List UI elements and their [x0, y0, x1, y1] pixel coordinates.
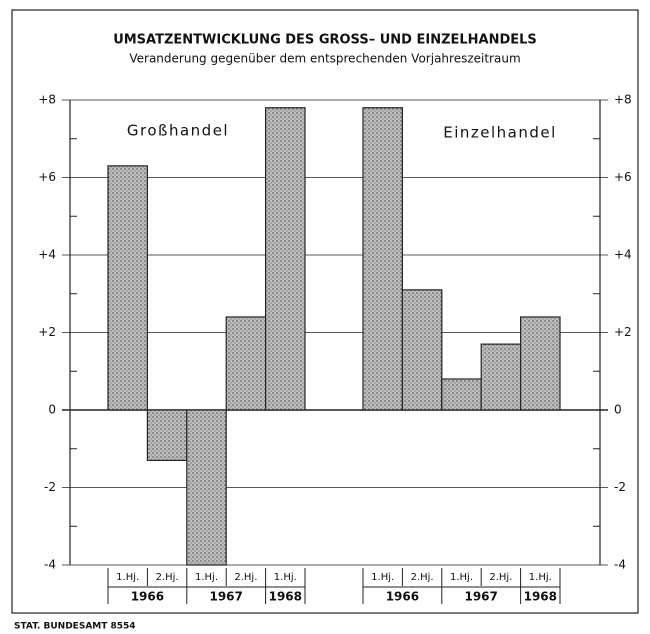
bar-texture [147, 410, 187, 461]
y-tick-label-right: -4 [614, 558, 626, 572]
y-tick-label-right: 0 [614, 403, 622, 417]
bar-texture [402, 289, 442, 410]
x-tick-label: 1.Hj. [529, 572, 552, 583]
x-tick-label: 1.Hj. [116, 572, 139, 583]
bar-texture [363, 107, 403, 410]
x-tick-label: 2.Hj. [156, 572, 179, 583]
y-tick-label: -2 [44, 480, 56, 494]
bar-texture [226, 317, 266, 410]
bar-texture [108, 165, 148, 410]
x-tick-label: 2.Hj. [489, 572, 512, 583]
y-tick-label: 0 [48, 403, 56, 417]
x-tick-label: 1.Hj. [371, 572, 394, 583]
chart-title: UMSATZENTWICKLUNG DES GROSS– UND EINZELH… [113, 33, 537, 48]
bar-texture [481, 344, 521, 410]
y-tick-label-right: -2 [614, 480, 626, 494]
x-tick-label: 2.Hj. [411, 572, 434, 583]
year-label: 1966 [131, 590, 164, 604]
group-label: Großhandel [127, 122, 229, 140]
x-tick-label: 1.Hj. [450, 572, 473, 583]
y-tick-label-right: +2 [614, 325, 632, 339]
x-tick-label: 1.Hj. [195, 572, 218, 583]
bar-texture [265, 107, 305, 410]
year-label: 1967 [209, 590, 242, 604]
year-label: 1967 [464, 590, 497, 604]
year-label: 1968 [524, 590, 557, 604]
x-tick-label: 2.Hj. [234, 572, 257, 583]
frame [11, 9, 639, 614]
year-label: 1968 [269, 590, 302, 604]
y-tick-label: +8 [38, 93, 56, 107]
y-tick-label: +6 [38, 170, 56, 184]
x-tick-label: 1.Hj. [274, 572, 297, 583]
chart-subtitle: Veranderung gegenüber dem entsprechenden… [129, 52, 520, 66]
group-label: Einzelhandel [443, 124, 557, 142]
y-tick-label-right: +4 [614, 248, 632, 262]
y-tick-label: +4 [38, 248, 56, 262]
bar-texture [186, 410, 227, 565]
source: STAT. BUNDESAMT 8554 [14, 622, 136, 632]
y-tick-label-right: +8 [614, 93, 632, 107]
y-tick-label: +2 [38, 325, 56, 339]
bar-texture [520, 317, 560, 410]
y-tick-label-right: +6 [614, 170, 632, 184]
bar-texture [441, 379, 482, 410]
y-tick-label: -4 [44, 558, 56, 572]
year-label: 1966 [386, 590, 419, 604]
